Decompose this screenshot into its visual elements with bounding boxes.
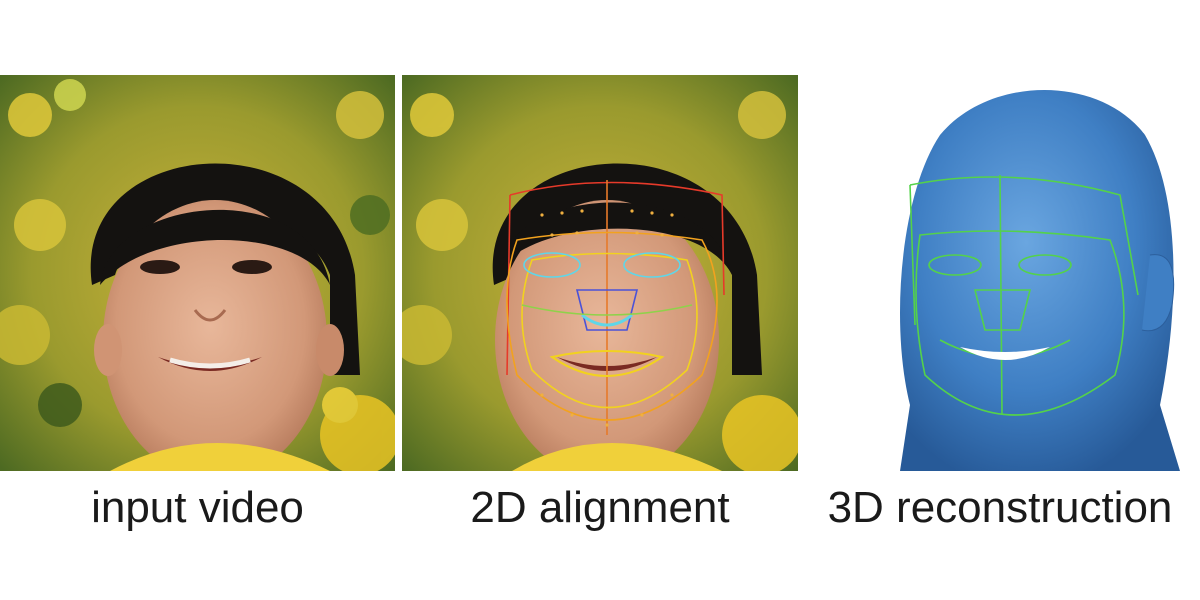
mesh-lines [909, 174, 1139, 416]
alignment-frame [402, 75, 798, 471]
caption-3d-reconstruction: 3D reconstruction [827, 483, 1173, 532]
reconstruction-mesh [880, 75, 1200, 471]
caption-2d-alignment: 2D alignment [470, 483, 730, 532]
alignment-image [402, 75, 798, 471]
input-video-frame [0, 75, 395, 471]
input-video-image [0, 75, 395, 471]
flower-blobs [0, 79, 395, 471]
landmark-dots [540, 209, 674, 427]
landmark-overlay [506, 180, 725, 435]
reconstruction-frame [880, 75, 1200, 471]
caption-input-video: input video [91, 483, 304, 532]
